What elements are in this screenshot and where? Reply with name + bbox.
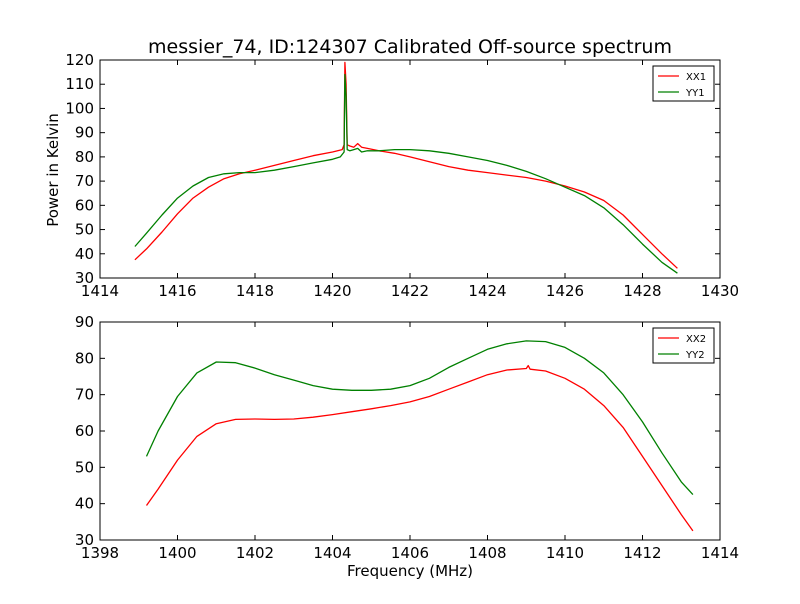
top-x-tick-label: 1430 <box>701 282 739 300</box>
top-y-tick-label: 50 <box>75 221 94 239</box>
bottom-x-tick-label: 1408 <box>468 544 506 562</box>
bottom-y-tick-label: 90 <box>75 313 94 331</box>
top-y-tick-label: 60 <box>75 196 94 214</box>
top-y-tick-label: 40 <box>75 245 94 263</box>
top-x-tick-label: 1418 <box>236 282 274 300</box>
top-x-tick-label: 1424 <box>468 282 506 300</box>
top-axes-frame <box>99 59 721 279</box>
top-x-tick-label: 1428 <box>623 282 661 300</box>
top-legend-label-xx1: XX1 <box>686 72 706 83</box>
bottom-x-tick-label: 1410 <box>546 544 584 562</box>
top-x-tick-label: 1422 <box>391 282 429 300</box>
bottom-y-tick-label: 80 <box>75 349 94 367</box>
bottom-panel: 1398 1400 1402 1404 1406 1408 1410 1412 1414 30 40… <box>75 313 739 562</box>
top-series-group <box>134 61 678 274</box>
bottom-y-tick-label: 50 <box>75 458 94 476</box>
top-legend-box <box>652 65 715 102</box>
bottom-x-tick-label: 1406 <box>391 544 429 562</box>
bottom-y-tick-label: 60 <box>75 422 94 440</box>
bottom-legend-label-yy2: YY2 <box>685 350 705 361</box>
bottom-legend-label-xx2: XX2 <box>686 334 706 345</box>
bottom-series-line-xx2 <box>145 364 694 532</box>
chart-title: messier_74, ID:124307 Calibrated Off-sou… <box>148 36 672 58</box>
top-panel: 1414 1416 1418 1420 1422 1424 1426 1428 1430 30 40… <box>65 51 739 300</box>
top-y-tick-label: 100 <box>65 99 94 117</box>
top-y-tick-label: 70 <box>75 172 94 190</box>
bottom-axes-frame <box>99 321 721 541</box>
top-y-tick-label: 120 <box>65 51 94 69</box>
bottom-series-group <box>145 340 694 532</box>
bottom-y-tick-label: 40 <box>75 495 94 513</box>
top-y-tick-label: 30 <box>75 269 94 287</box>
top-y-tick-label: 90 <box>75 124 94 142</box>
top-x-tick-label: 1420 <box>313 282 351 300</box>
bottom-x-tick-label: 1400 <box>158 544 196 562</box>
top-y-tick-label: 80 <box>75 148 94 166</box>
top-y-tick-label: 110 <box>65 75 94 93</box>
top-series-line-yy1 <box>134 73 678 274</box>
x-axis-label: Frequency (MHz) <box>347 562 473 580</box>
bottom-x-tick-label: 1402 <box>236 544 274 562</box>
top-x-tick-label: 1414 <box>81 282 119 300</box>
bottom-y-tick-label: 70 <box>75 386 94 404</box>
bottom-x-tick-label: 1398 <box>81 544 119 562</box>
top-legend-label-yy1: YY1 <box>685 88 705 99</box>
top-x-tick-label: 1426 <box>546 282 584 300</box>
top-series-line-xx1 <box>134 61 678 269</box>
bottom-x-tick-label: 1412 <box>623 544 661 562</box>
top-x-tick-label: 1416 <box>158 282 196 300</box>
bottom-x-tick-label: 1404 <box>313 544 351 562</box>
bottom-y-tick-label: 30 <box>75 531 94 549</box>
bottom-legend-box <box>652 327 715 364</box>
y-axis-label: Power in Kelvin <box>44 113 62 227</box>
bottom-series-line-yy2 <box>145 340 694 496</box>
bottom-x-tick-label: 1414 <box>701 544 739 562</box>
